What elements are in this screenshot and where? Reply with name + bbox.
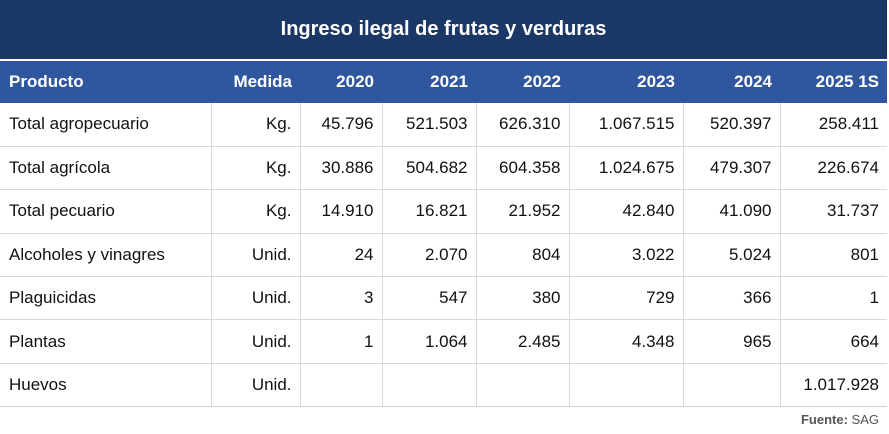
table-row: Total agrícola Kg. 30.886 504.682 604.35… — [0, 146, 887, 191]
value-cell: 3.022 — [568, 233, 683, 278]
column-header: 2020 — [336, 72, 374, 91]
value-cell: 1 — [299, 319, 382, 364]
value-cell: 30.886 — [299, 146, 382, 191]
product-cell: Plaguicidas — [0, 276, 211, 321]
product-cell: Total pecuario — [0, 189, 211, 234]
value-cell — [381, 363, 476, 408]
value-cell: 1.017.928 — [779, 363, 887, 408]
column-header: 2025 1S — [815, 72, 879, 91]
source-note: Fuente: SAG — [801, 412, 879, 427]
column-header: 2021 — [430, 72, 468, 91]
header-row: Producto Medida 2020 2021 2022 2023 2024… — [0, 61, 887, 103]
value-cell: 965 — [682, 319, 780, 364]
table-row: Plantas Unid. 1 1.064 2.485 4.348 965 66… — [0, 319, 887, 364]
value-cell: 1.067.515 — [568, 103, 683, 147]
source-name: SAG — [851, 412, 879, 427]
value-cell: 42.840 — [568, 189, 683, 234]
table-row: Plaguicidas Unid. 3 547 380 729 366 1 — [0, 276, 887, 321]
value-cell: 1 — [779, 276, 887, 321]
table-row: Total agropecuario Kg. 45.796 521.503 62… — [0, 103, 887, 147]
value-cell: 226.674 — [779, 146, 887, 191]
data-table: Producto Medida 2020 2021 2022 2023 2024… — [0, 61, 887, 408]
value-cell: 664 — [779, 319, 887, 364]
value-cell: 16.821 — [381, 189, 476, 234]
table-row: Alcoholes y vinagres Unid. 24 2.070 804 … — [0, 233, 887, 278]
value-cell: 45.796 — [299, 103, 382, 147]
column-header: Medida — [233, 72, 292, 91]
value-cell: 504.682 — [381, 146, 476, 191]
value-cell: 31.737 — [779, 189, 887, 234]
value-cell: 14.910 — [299, 189, 382, 234]
product-cell: Huevos — [0, 363, 211, 408]
value-cell — [299, 363, 382, 408]
column-header: 2022 — [523, 72, 561, 91]
unit-cell: Kg. — [210, 146, 300, 191]
value-cell — [568, 363, 683, 408]
value-cell — [682, 363, 780, 408]
value-cell: 258.411 — [779, 103, 887, 147]
value-cell: 24 — [299, 233, 382, 278]
value-cell: 21.952 — [475, 189, 569, 234]
value-cell: 804 — [475, 233, 569, 278]
unit-cell: Kg. — [210, 103, 300, 147]
table-row: Total pecuario Kg. 14.910 16.821 21.952 … — [0, 189, 887, 234]
column-header: 2023 — [637, 72, 675, 91]
product-cell: Plantas — [0, 319, 211, 364]
product-cell: Total agrícola — [0, 146, 211, 191]
unit-cell: Unid. — [210, 276, 300, 321]
value-cell — [475, 363, 569, 408]
source-label: Fuente: — [800, 412, 848, 427]
value-cell: 729 — [568, 276, 683, 321]
column-header: Producto — [9, 72, 84, 91]
unit-cell: Unid. — [210, 233, 300, 278]
unit-cell: Unid. — [210, 319, 300, 364]
value-cell: 479.307 — [682, 146, 780, 191]
value-cell: 3 — [299, 276, 382, 321]
column-header: 2024 — [734, 72, 772, 91]
unit-cell: Kg. — [210, 189, 300, 234]
value-cell: 5.024 — [682, 233, 780, 278]
value-cell: 801 — [779, 233, 887, 278]
product-cell: Total agropecuario — [0, 103, 211, 147]
table-title: Ingreso ilegal de frutas y verduras — [0, 0, 887, 61]
value-cell: 2.485 — [475, 319, 569, 364]
unit-cell: Unid. — [210, 363, 300, 408]
value-cell: 1.024.675 — [568, 146, 683, 191]
value-cell: 604.358 — [475, 146, 569, 191]
table-row: Huevos Unid. 1.017.928 — [0, 363, 887, 408]
product-cell: Alcoholes y vinagres — [0, 233, 211, 278]
value-cell: 520.397 — [682, 103, 780, 147]
value-cell: 1.064 — [381, 319, 476, 364]
value-cell: 366 — [682, 276, 780, 321]
value-cell: 521.503 — [381, 103, 476, 147]
value-cell: 547 — [381, 276, 476, 321]
value-cell: 41.090 — [682, 189, 780, 234]
value-cell: 4.348 — [568, 319, 683, 364]
value-cell: 2.070 — [381, 233, 476, 278]
value-cell: 626.310 — [475, 103, 569, 147]
value-cell: 380 — [475, 276, 569, 321]
